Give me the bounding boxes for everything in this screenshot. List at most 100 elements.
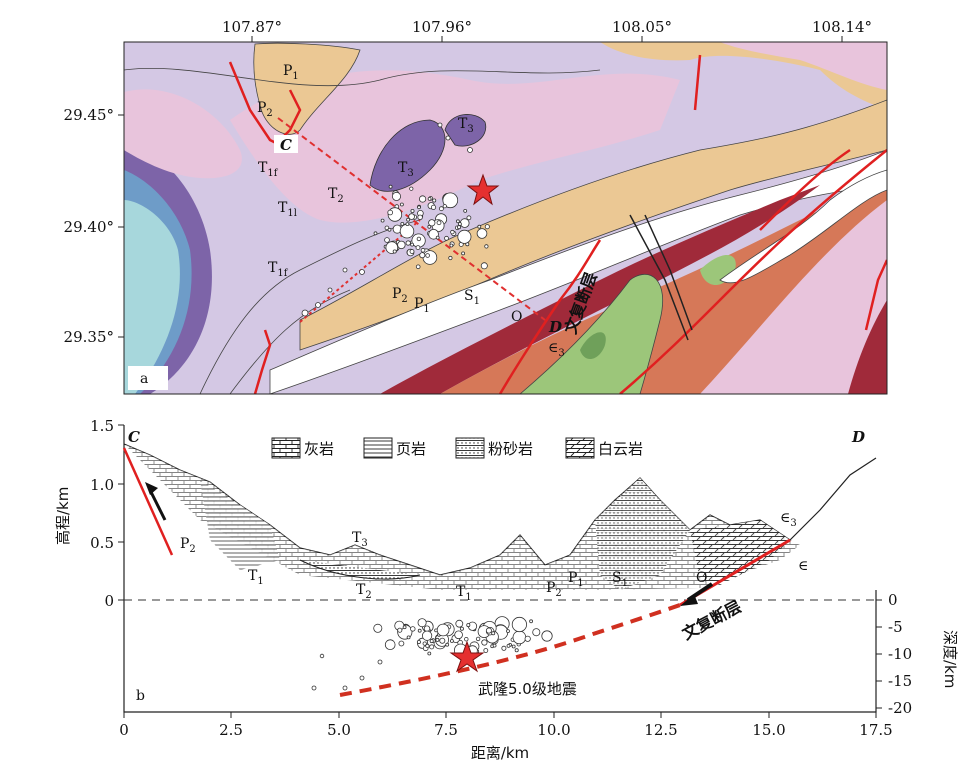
aftershock-circle xyxy=(399,223,415,239)
map-fault xyxy=(253,329,272,394)
elev-tick: 1.5 xyxy=(90,417,114,435)
depth-tick: 0 xyxy=(888,591,898,609)
section-label: T1 xyxy=(456,584,472,603)
aftershock-circle xyxy=(532,628,541,637)
aftershock-circle xyxy=(437,122,443,128)
legend-label: 粉砂岩 xyxy=(488,440,533,458)
map-label: T3 xyxy=(458,116,474,135)
aftershock-circle xyxy=(466,215,472,221)
aftershock-circle xyxy=(449,639,454,643)
aftershock-circle xyxy=(436,623,450,637)
aftershock-circle xyxy=(405,240,411,246)
map-boundary-line xyxy=(199,219,421,394)
section-axes xyxy=(123,425,877,713)
legend-label: 页岩 xyxy=(396,440,426,458)
aftershock-circle xyxy=(445,135,451,141)
map-label: P2 xyxy=(392,286,408,305)
dist-tick: 2.5 xyxy=(219,721,243,739)
section-label: P2 xyxy=(180,536,196,555)
aftershock-circle xyxy=(466,623,471,628)
map-black-fault xyxy=(629,214,689,341)
aftershock-circle xyxy=(319,653,325,659)
lithology-legend: 灰岩 页岩 粉砂岩 白云岩 xyxy=(271,437,643,459)
aftershock-circle xyxy=(417,205,421,210)
aftershock-circle xyxy=(417,618,427,628)
aftershock-circle xyxy=(373,231,378,236)
section-end-d: D xyxy=(851,428,865,446)
dolomite-zone xyxy=(690,520,790,585)
aftershock-circle xyxy=(380,218,385,223)
aftershock-circle xyxy=(409,249,415,254)
dist-tick: 10.0 xyxy=(537,721,570,739)
aftershock-circle xyxy=(402,625,407,630)
aftershock-circle xyxy=(477,224,482,229)
aftershock-circle xyxy=(425,643,430,649)
map-fault xyxy=(693,54,702,111)
section-label: T1 xyxy=(248,568,264,587)
dist-tick: 0 xyxy=(119,721,129,739)
depth-ticks: 0 -5 -10 -15 -20 xyxy=(876,591,912,717)
aftershock-circle xyxy=(461,251,466,256)
map-unit-patch xyxy=(253,42,361,135)
panel-a-label: a xyxy=(140,371,148,387)
aftershock-circle xyxy=(415,264,421,270)
map-black-fault xyxy=(644,214,693,331)
legend-label: 白云岩 xyxy=(598,440,643,458)
aftershock-circle xyxy=(455,219,460,224)
aftershock-circle xyxy=(506,644,511,648)
aftershock-circle xyxy=(315,302,321,308)
lat-tick: 29.35° xyxy=(64,328,114,346)
cross-section: 1.5 1.0 0.5 0 高程/km 0 -5 -10 -15 -20 深度/… xyxy=(54,417,959,762)
map-unit-patch xyxy=(700,200,887,394)
epicenter-star xyxy=(466,173,500,206)
aftershock-circle xyxy=(342,685,348,691)
aftershock-circle xyxy=(480,262,488,270)
map-label: O xyxy=(511,309,522,325)
aftershock-circle xyxy=(457,222,462,226)
section-fault-wenfu-deep xyxy=(339,603,681,697)
map-unit-patch xyxy=(444,114,487,147)
legend-swatch-limestone xyxy=(271,437,301,459)
aftershock-circle xyxy=(410,626,416,632)
aftershock-circle xyxy=(429,639,434,644)
aftershock-circle xyxy=(417,628,422,633)
aftershock-circle xyxy=(420,247,426,253)
section-aftershock-cluster xyxy=(311,616,553,691)
legend-label: 灰岩 xyxy=(304,440,334,458)
map-label: T1f xyxy=(258,160,279,179)
aftershock-circle xyxy=(425,253,430,258)
section-label: P2 xyxy=(546,580,562,599)
section-label: S1 xyxy=(612,570,628,589)
aftershock-circle xyxy=(422,641,427,646)
aftershock-circle xyxy=(483,648,489,653)
aftershock-circle xyxy=(384,237,390,243)
aftershock-circle xyxy=(359,675,365,681)
aftershock-circle xyxy=(492,643,497,648)
aftershock-circle xyxy=(418,195,427,203)
x-axis-label: 距离/km xyxy=(471,744,529,762)
aftershock-circle xyxy=(416,640,421,645)
distance-ticks: 0 2.5 5.0 7.5 10.0 12.5 15.0 17.5 xyxy=(119,712,893,739)
aftershock-circle xyxy=(397,240,406,250)
aftershock-circle xyxy=(463,208,468,213)
aftershock-circle xyxy=(428,219,436,227)
section-fault-west xyxy=(122,447,174,556)
section-point-c: C xyxy=(280,136,292,154)
aftershock-circle xyxy=(415,245,421,251)
aftershock-circle xyxy=(400,221,405,226)
aftershock-circle xyxy=(454,630,463,640)
section-label: T3 xyxy=(352,530,368,549)
aftershock-circle xyxy=(457,229,472,244)
aftershock-circle xyxy=(410,208,415,213)
fault-slip-arrowhead xyxy=(145,482,158,495)
aftershock-circle xyxy=(456,225,461,230)
aftershock-circle xyxy=(467,147,473,153)
aftershock-circle xyxy=(399,202,404,207)
aftershock-circle xyxy=(464,637,469,642)
elev-tick: 1.0 xyxy=(90,476,114,494)
map-unit-patch xyxy=(230,70,680,223)
aftershock-circle xyxy=(342,267,348,273)
geologic-map: P1 P2 T3 T3 T1f T2 T1l T1f P2 P1 S1 O ∈3… xyxy=(64,18,888,395)
section-label: T2 xyxy=(356,582,372,601)
map-unit-patch xyxy=(380,185,820,394)
